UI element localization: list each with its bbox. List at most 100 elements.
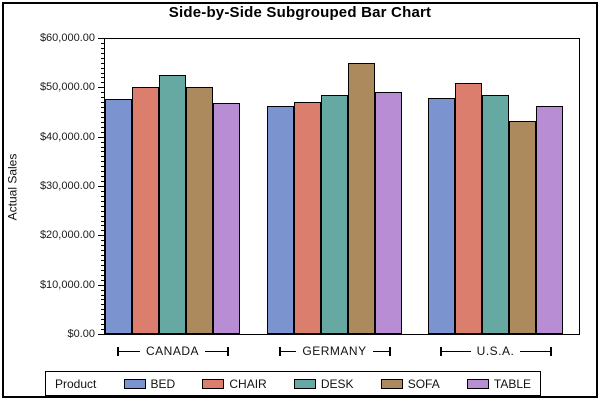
bar-germany-bed [267, 106, 294, 334]
y-axis-minor-tick [101, 269, 104, 271]
legend-label-chair: CHAIR [229, 376, 267, 391]
legend-item-desk: DESK [293, 376, 354, 391]
bracket-endcap [226, 346, 229, 356]
y-axis-minor-tick [101, 126, 104, 128]
bracket-endcap [388, 346, 391, 356]
bar-germany-desk [321, 95, 348, 334]
legend-swatch-table [466, 378, 489, 389]
bracket-line [205, 350, 227, 352]
y-axis-minor-tick [101, 107, 104, 109]
y-axis-minor-tick [101, 215, 104, 217]
y-axis-minor-tick [101, 171, 104, 173]
bar-germany-table [375, 92, 402, 334]
y-axis-minor-tick [101, 294, 104, 296]
y-axis-minor-tick [101, 255, 104, 257]
legend-item-bed: BED [123, 377, 175, 391]
y-axis-minor-tick [101, 161, 104, 163]
legend-swatch-desk [293, 378, 316, 389]
y-axis-minor-tick [101, 324, 104, 326]
bracket-line [441, 350, 471, 352]
bracket-endcap [549, 346, 552, 356]
y-axis-minor-tick [101, 72, 104, 74]
y-axis-minor-tick [101, 319, 104, 321]
y-axis-minor-tick [101, 166, 104, 168]
y-axis-minor-tick [101, 195, 104, 197]
y-axis-tick-label: $10,000.00 [39, 278, 95, 291]
y-axis-major-tick [98, 87, 104, 89]
y-axis-minor-tick [101, 47, 104, 49]
bar-germany-chair [294, 102, 321, 334]
y-axis-major-tick [98, 38, 104, 39]
y-axis-minor-tick [101, 77, 104, 79]
bar-usa-desk [482, 95, 509, 334]
y-axis-major-tick [98, 186, 104, 187]
bar-germany-sofa [348, 63, 375, 334]
x-group-label-canada: CANADA [146, 344, 200, 358]
y-axis-major-tick [98, 235, 104, 237]
y-axis-minor-tick [101, 240, 104, 242]
y-axis-minor-tick [101, 92, 104, 94]
y-axis-minor-tick [101, 131, 104, 133]
bar-usa-sofa [509, 121, 536, 334]
y-axis-minor-tick [101, 274, 104, 276]
plot-area [104, 38, 580, 335]
y-axis-minor-tick [101, 156, 104, 158]
y-axis-minor-tick [101, 141, 104, 143]
bar-canada-sofa [186, 87, 213, 334]
y-axis-minor-tick [101, 230, 104, 232]
legend: Product BED CHAIR DESK SOFA TABLE [45, 371, 541, 396]
bracket-line [520, 350, 550, 352]
y-axis-tick-label: $0.00 [67, 328, 95, 340]
y-axis-minor-tick [101, 329, 104, 331]
chart-title: Side-by-Side Subgrouped Bar Chart [168, 4, 432, 21]
bar-canada-chair [132, 87, 159, 334]
legend-title: Product [55, 376, 97, 391]
y-axis-minor-tick [101, 146, 104, 148]
bracket-line [372, 350, 389, 352]
y-axis-minor-tick [101, 225, 104, 227]
y-axis-minor-tick [101, 245, 104, 247]
bracket-line [280, 350, 297, 352]
legend-swatch-chair [202, 378, 225, 389]
legend-swatch-bed [123, 378, 146, 389]
bracket-endcap [439, 346, 442, 356]
bar-canada-bed [105, 99, 132, 334]
y-axis-minor-tick [101, 176, 104, 178]
y-axis-minor-tick [101, 289, 104, 291]
y-axis-tick-label: $50,000.00 [39, 81, 95, 94]
x-group-bracket-canada: CANADA [116, 344, 229, 358]
y-axis-minor-tick [101, 121, 104, 123]
y-axis-major-tick [98, 284, 104, 286]
y-axis-minor-tick [101, 62, 104, 64]
x-group-bracket-germany: GERMANY [278, 344, 391, 358]
y-axis-minor-tick [101, 250, 104, 252]
y-axis-major-tick [98, 334, 104, 335]
legend-item-sofa: SOFA [380, 377, 440, 391]
y-axis-minor-tick [101, 210, 104, 212]
y-axis-minor-tick [101, 299, 104, 301]
y-axis-minor-tick [101, 260, 104, 261]
bar-canada-desk [159, 75, 186, 334]
legend-label-desk: DESK [320, 376, 354, 391]
y-axis-minor-tick [101, 205, 104, 207]
x-group-label-germany: GERMANY [302, 344, 367, 358]
legend-item-table: TABLE [466, 376, 531, 391]
y-axis-minor-tick [101, 97, 104, 99]
y-axis-minor-tick [101, 279, 104, 281]
x-group-label-usa: U.S.A. [476, 344, 515, 358]
y-axis-minor-tick [101, 220, 104, 222]
y-axis-tick-label: $20,000.00 [39, 229, 95, 242]
bracket-endcap [278, 346, 281, 356]
legend-label-table: TABLE [493, 376, 531, 391]
y-axis-minor-tick [101, 264, 104, 266]
y-axis-minor-tick [101, 181, 104, 183]
y-axis-minor-tick [101, 314, 104, 316]
y-axis-minor-tick [101, 200, 104, 202]
y-axis-minor-tick [101, 102, 104, 104]
y-axis-minor-tick [101, 309, 104, 311]
y-axis-tick-label: $30,000.00 [39, 180, 95, 192]
y-axis-major-tick [98, 136, 104, 138]
y-axis-minor-tick [101, 190, 104, 192]
y-axis-tick-label: $40,000.00 [39, 130, 95, 143]
